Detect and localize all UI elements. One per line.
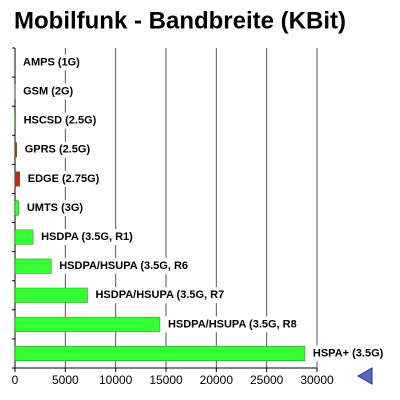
bar-label: AMPS (1G): [23, 56, 80, 68]
label-bg: [24, 170, 103, 187]
label-bg: [20, 83, 77, 100]
label-bg: [56, 258, 192, 275]
x-tick-label: 20000: [200, 373, 234, 387]
label-bg: [23, 199, 87, 216]
x-tick-label: 25000: [250, 373, 284, 387]
bar-label: HSCSD (2.5G): [24, 115, 97, 127]
bar-label: HSPA+ (3.5G): [313, 347, 384, 359]
label-bg: [92, 287, 228, 304]
bar: [14, 142, 17, 158]
bar: [14, 229, 34, 245]
bar-label: UMTS (3G): [27, 202, 84, 214]
bar-label: HSDPA (3.5G, R1): [41, 231, 133, 243]
bar: [14, 258, 52, 274]
bar-label: GSM (2G): [23, 86, 73, 98]
x-tick-label: 10000: [99, 373, 133, 387]
bar: [14, 287, 88, 303]
x-tick-label: 0: [12, 373, 19, 387]
label-bg: [21, 141, 94, 158]
bar: [14, 171, 21, 187]
bar: [14, 200, 20, 216]
label-bg: [20, 112, 100, 129]
bar-label: GPRS (2.5G): [25, 144, 91, 156]
label-bg: [309, 345, 387, 362]
x-tick-label: 5000: [52, 373, 79, 387]
label-bg: [20, 54, 84, 71]
label-bg: [164, 316, 300, 333]
label-bg: [38, 228, 137, 245]
bar: [14, 345, 306, 361]
bar: [14, 113, 16, 129]
bar-label: HSDPA/HSUPA (3.5G, R8: [168, 318, 297, 330]
x-tick-label: 30000: [300, 373, 334, 387]
chart-title: Mobilfunk - Bandbreite (KBit): [14, 7, 346, 34]
bar: [14, 316, 161, 332]
bar-label: HSDPA/HSUPA (3.5G, R7: [95, 289, 224, 301]
bar-label: HSDPA/HSUPA (3.5G, R6: [59, 260, 188, 272]
nav-arrow[interactable]: [356, 367, 373, 385]
x-tick-label: 15000: [149, 373, 183, 387]
bar-label: EDGE (2.75G): [28, 173, 100, 185]
